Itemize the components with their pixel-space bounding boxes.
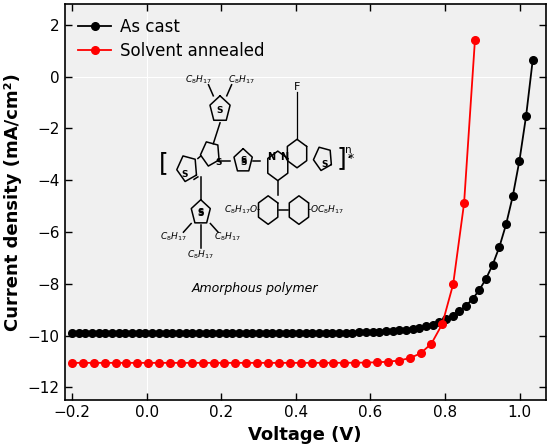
As cast <box>322 330 329 336</box>
Solvent annealed <box>384 359 391 364</box>
Solvent annealed <box>330 360 337 366</box>
Solvent annealed <box>178 360 184 366</box>
Solvent annealed <box>276 360 282 366</box>
Solvent annealed <box>363 360 370 365</box>
Solvent annealed <box>298 360 304 366</box>
Solvent annealed <box>352 360 359 366</box>
Solvent annealed <box>341 360 348 366</box>
As cast <box>209 330 216 336</box>
As cast <box>189 330 196 336</box>
Solvent annealed <box>134 360 141 366</box>
Solvent annealed <box>461 201 468 206</box>
Solvent annealed <box>145 360 152 366</box>
Solvent annealed <box>210 360 217 366</box>
Solvent annealed <box>243 360 250 366</box>
Solvent annealed <box>439 321 446 327</box>
X-axis label: Voltage (V): Voltage (V) <box>249 426 362 444</box>
Solvent annealed <box>417 351 424 356</box>
Line: Solvent annealed: Solvent annealed <box>68 36 478 366</box>
Solvent annealed <box>373 360 380 365</box>
Solvent annealed <box>221 360 228 366</box>
Solvent annealed <box>200 360 206 366</box>
As cast <box>456 309 463 314</box>
As cast <box>463 303 469 309</box>
Solvent annealed <box>406 356 413 361</box>
Solvent annealed <box>472 37 478 43</box>
Solvent annealed <box>69 360 75 366</box>
As cast <box>175 330 182 336</box>
Solvent annealed <box>395 358 402 363</box>
Solvent annealed <box>112 360 119 366</box>
Solvent annealed <box>232 360 239 366</box>
Y-axis label: Current density (mA/cm²): Current density (mA/cm²) <box>4 73 22 331</box>
Solvent annealed <box>80 360 86 366</box>
Solvent annealed <box>254 360 261 366</box>
Solvent annealed <box>287 360 293 366</box>
Solvent annealed <box>123 360 130 366</box>
Line: As cast: As cast <box>68 56 537 337</box>
Solvent annealed <box>167 360 173 366</box>
Solvent annealed <box>265 360 271 366</box>
Solvent annealed <box>189 360 195 366</box>
Solvent annealed <box>319 360 326 366</box>
As cast <box>69 330 75 336</box>
Solvent annealed <box>91 360 97 366</box>
Solvent annealed <box>450 281 456 287</box>
Solvent annealed <box>156 360 162 366</box>
Solvent annealed <box>428 341 435 346</box>
As cast <box>530 57 536 62</box>
Solvent annealed <box>101 360 108 366</box>
Solvent annealed <box>309 360 315 366</box>
Legend: As cast, Solvent annealed: As cast, Solvent annealed <box>73 13 269 65</box>
